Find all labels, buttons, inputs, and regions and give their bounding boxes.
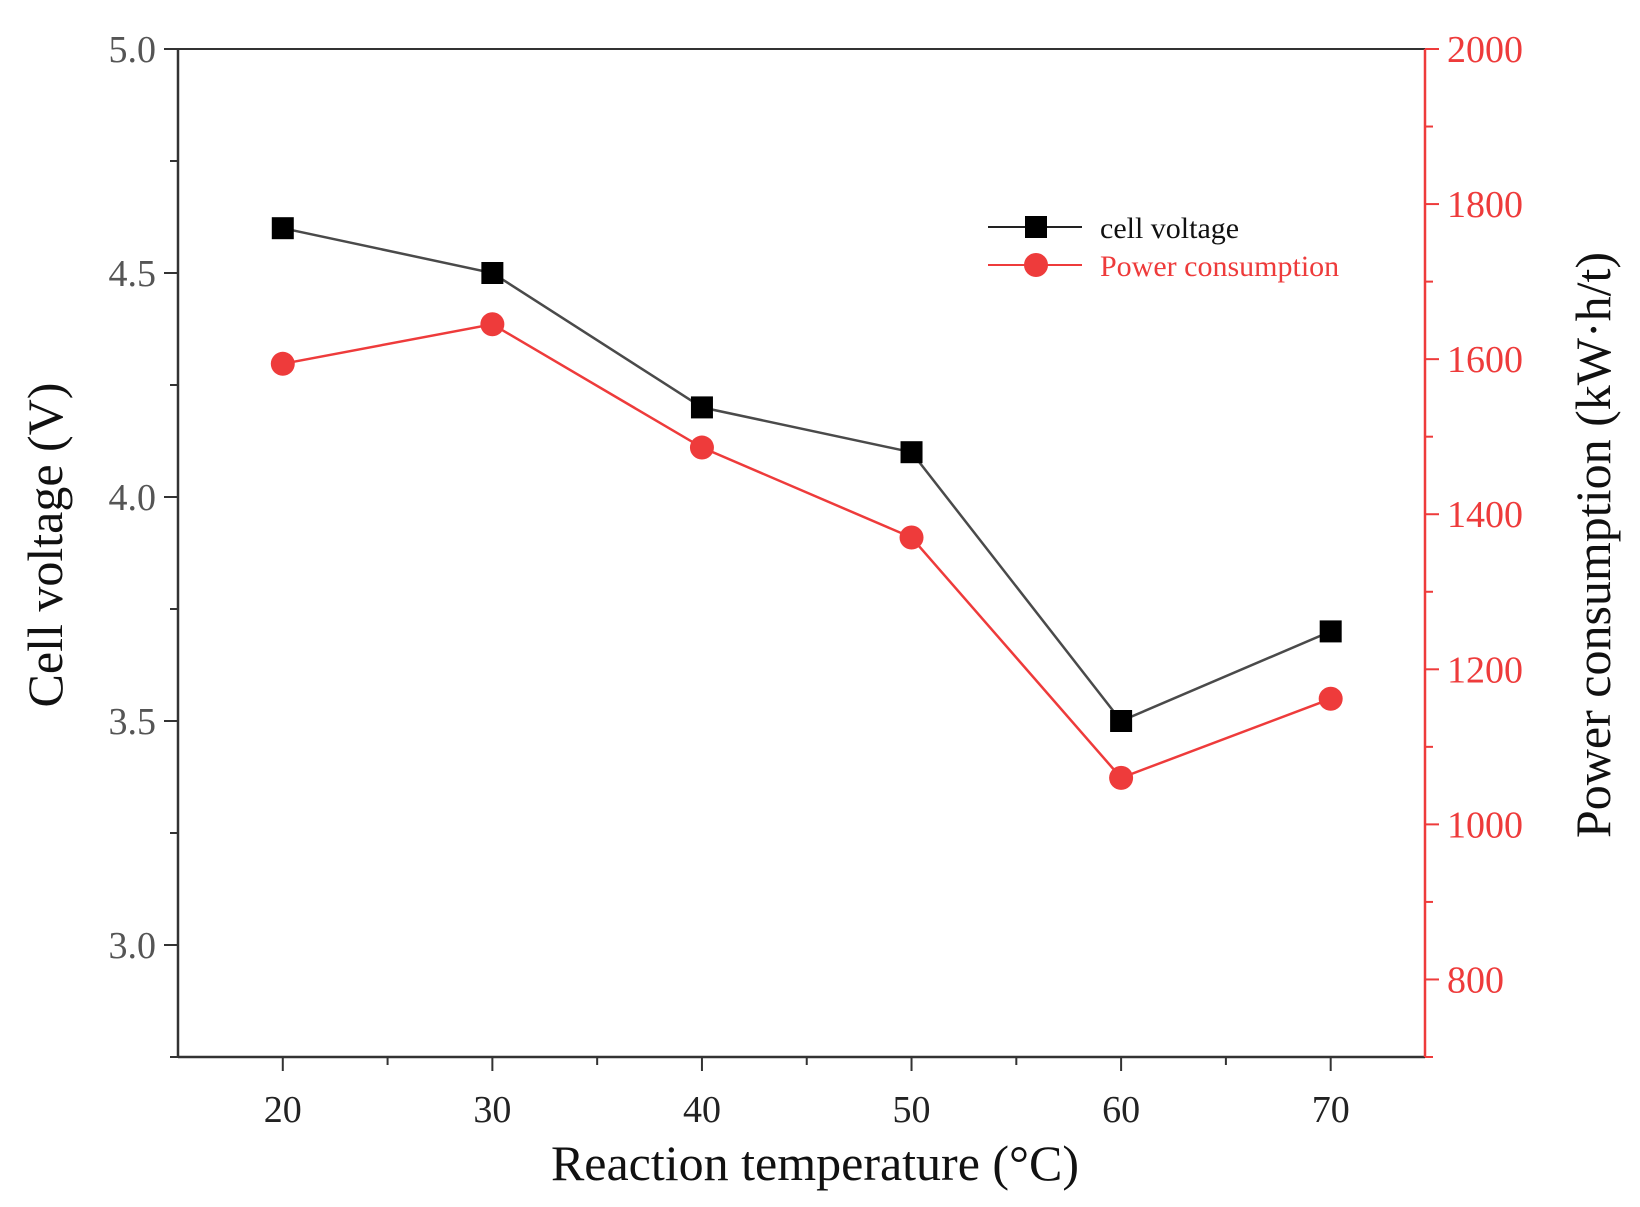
legend-label-cell-voltage: cell voltage [1100,212,1239,245]
x-tick-label: 70 [1312,1089,1350,1131]
y-tick-label: 5.0 [109,29,157,71]
y-axis-left: 3.0 3.5 4.0 4.5 5.0 [109,29,178,1058]
y-tick-label: 4.0 [109,477,157,519]
y-axis-right-title: Power consumption (kW·h/t) [1565,252,1621,838]
legend: cell voltage Power consumption [988,212,1339,283]
x-tick-label: 40 [683,1089,721,1131]
data-point-power-consumption [480,312,505,337]
data-point-power-consumption [899,525,924,550]
x-axis-title: Reaction temperature (°C) [551,1135,1079,1191]
data-point-power-consumption [1318,686,1343,711]
y2-tick-label: 1200 [1447,649,1523,691]
y-tick-label: 3.0 [109,925,157,967]
y2-tick-label: 1600 [1447,339,1523,381]
y-tick-label: 4.5 [109,253,157,295]
legend-marker-square [1025,216,1047,238]
y2-tick-label: 1800 [1447,184,1523,226]
data-point-cell-voltage [1110,710,1133,732]
x-tick-label: 60 [1102,1089,1140,1131]
y-tick-label: 3.5 [109,701,157,743]
y2-tick-label: 1000 [1447,804,1523,846]
data-point-cell-voltage [690,396,713,419]
data-point-power-consumption [1109,765,1134,790]
series-line-cell-voltage [282,226,1332,723]
y-axis-right: 800 1000 1200 1400 1600 1800 2000 [1425,29,1523,1058]
x-axis: 20 30 40 50 60 70 [264,1057,1350,1131]
data-point-cell-voltage [481,262,504,284]
y2-tick-label: 800 [1447,959,1504,1001]
legend-label-power-consumption: Power consumption [1100,250,1339,283]
series-layer [270,217,1343,790]
data-point-cell-voltage [1319,620,1342,643]
y2-tick-label: 2000 [1447,29,1523,71]
x-tick-label: 30 [473,1089,511,1131]
data-point-power-consumption [270,351,295,376]
data-point-power-consumption [689,435,714,460]
data-point-cell-voltage [900,441,923,464]
y2-tick-label: 1400 [1447,494,1523,536]
x-tick-label: 20 [264,1089,302,1131]
y-axis-left-title: Cell voltage (V) [17,383,73,708]
series-line-power-consumption [282,322,1332,780]
data-point-cell-voltage [271,217,294,240]
x-tick-label: 50 [893,1089,931,1131]
plot-frame [176,48,1427,1059]
legend-marker-circle [1024,253,1048,277]
